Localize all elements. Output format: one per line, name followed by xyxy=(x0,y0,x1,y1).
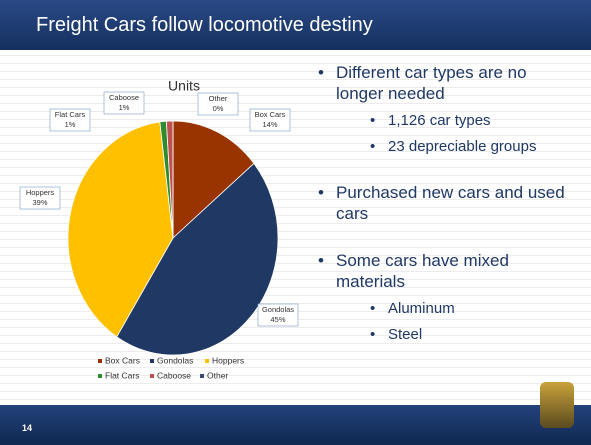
data-label-value: 39% xyxy=(32,198,47,207)
legend-label: Caboose xyxy=(157,370,191,380)
legend-label: Box Cars xyxy=(105,355,140,365)
data-label-category: Flat Cars xyxy=(55,110,86,119)
legend-marker xyxy=(98,359,102,363)
chart-title: Units xyxy=(168,78,200,94)
data-label-value: 45% xyxy=(270,315,285,324)
legend-marker xyxy=(98,374,102,378)
sub-bullet: Aluminum xyxy=(316,300,578,318)
bullet: Different car types are no longer needed xyxy=(316,62,578,104)
legend-label: Hoppers xyxy=(212,355,244,365)
sub-bullet: Steel xyxy=(316,326,578,344)
legend-label: Other xyxy=(207,370,228,380)
legend-label: Flat Cars xyxy=(105,370,139,380)
legend-marker xyxy=(205,359,209,363)
legend-marker xyxy=(150,359,154,363)
sub-bullet: 23 depreciable groups xyxy=(316,138,578,156)
bullet-list: Different car types are no longer needed… xyxy=(316,62,578,344)
data-label-value: 1% xyxy=(119,103,130,112)
slide: Freight Cars follow locomotive destiny U… xyxy=(0,0,591,445)
data-label-category: Other xyxy=(209,94,228,103)
data-label-value: 0% xyxy=(213,104,224,113)
data-label-category: Caboose xyxy=(109,93,139,102)
locomotive-icon xyxy=(540,382,574,428)
legend-label: Gondolas xyxy=(157,355,193,365)
legend-marker xyxy=(200,374,204,378)
data-label-value: 14% xyxy=(262,120,277,129)
page-number: 14 xyxy=(22,423,32,433)
data-label-category: Box Cars xyxy=(255,110,286,119)
legend-marker xyxy=(150,374,154,378)
data-label-category: Hoppers xyxy=(26,188,55,197)
sub-bullet: 1,126 car types xyxy=(316,112,578,130)
data-label-category: Gondolas xyxy=(262,305,294,314)
bullet: Purchased new cars and used cars xyxy=(316,182,578,224)
bullet: Some cars have mixed materials xyxy=(316,250,578,292)
data-label-value: 1% xyxy=(65,120,76,129)
footer-bar: 14 xyxy=(0,405,591,445)
